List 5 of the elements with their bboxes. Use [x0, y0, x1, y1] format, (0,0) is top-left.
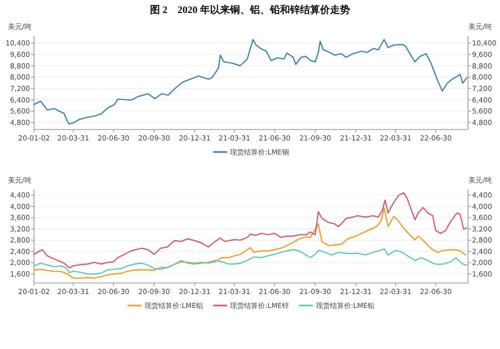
- chart-title: 图 2 2020 年以来铜、铝、铅和锌结算价走势: [150, 4, 350, 16]
- line-series: [33, 248, 468, 275]
- line-series: [33, 207, 466, 279]
- line-series: [33, 192, 468, 268]
- line-series: [33, 38, 468, 125]
